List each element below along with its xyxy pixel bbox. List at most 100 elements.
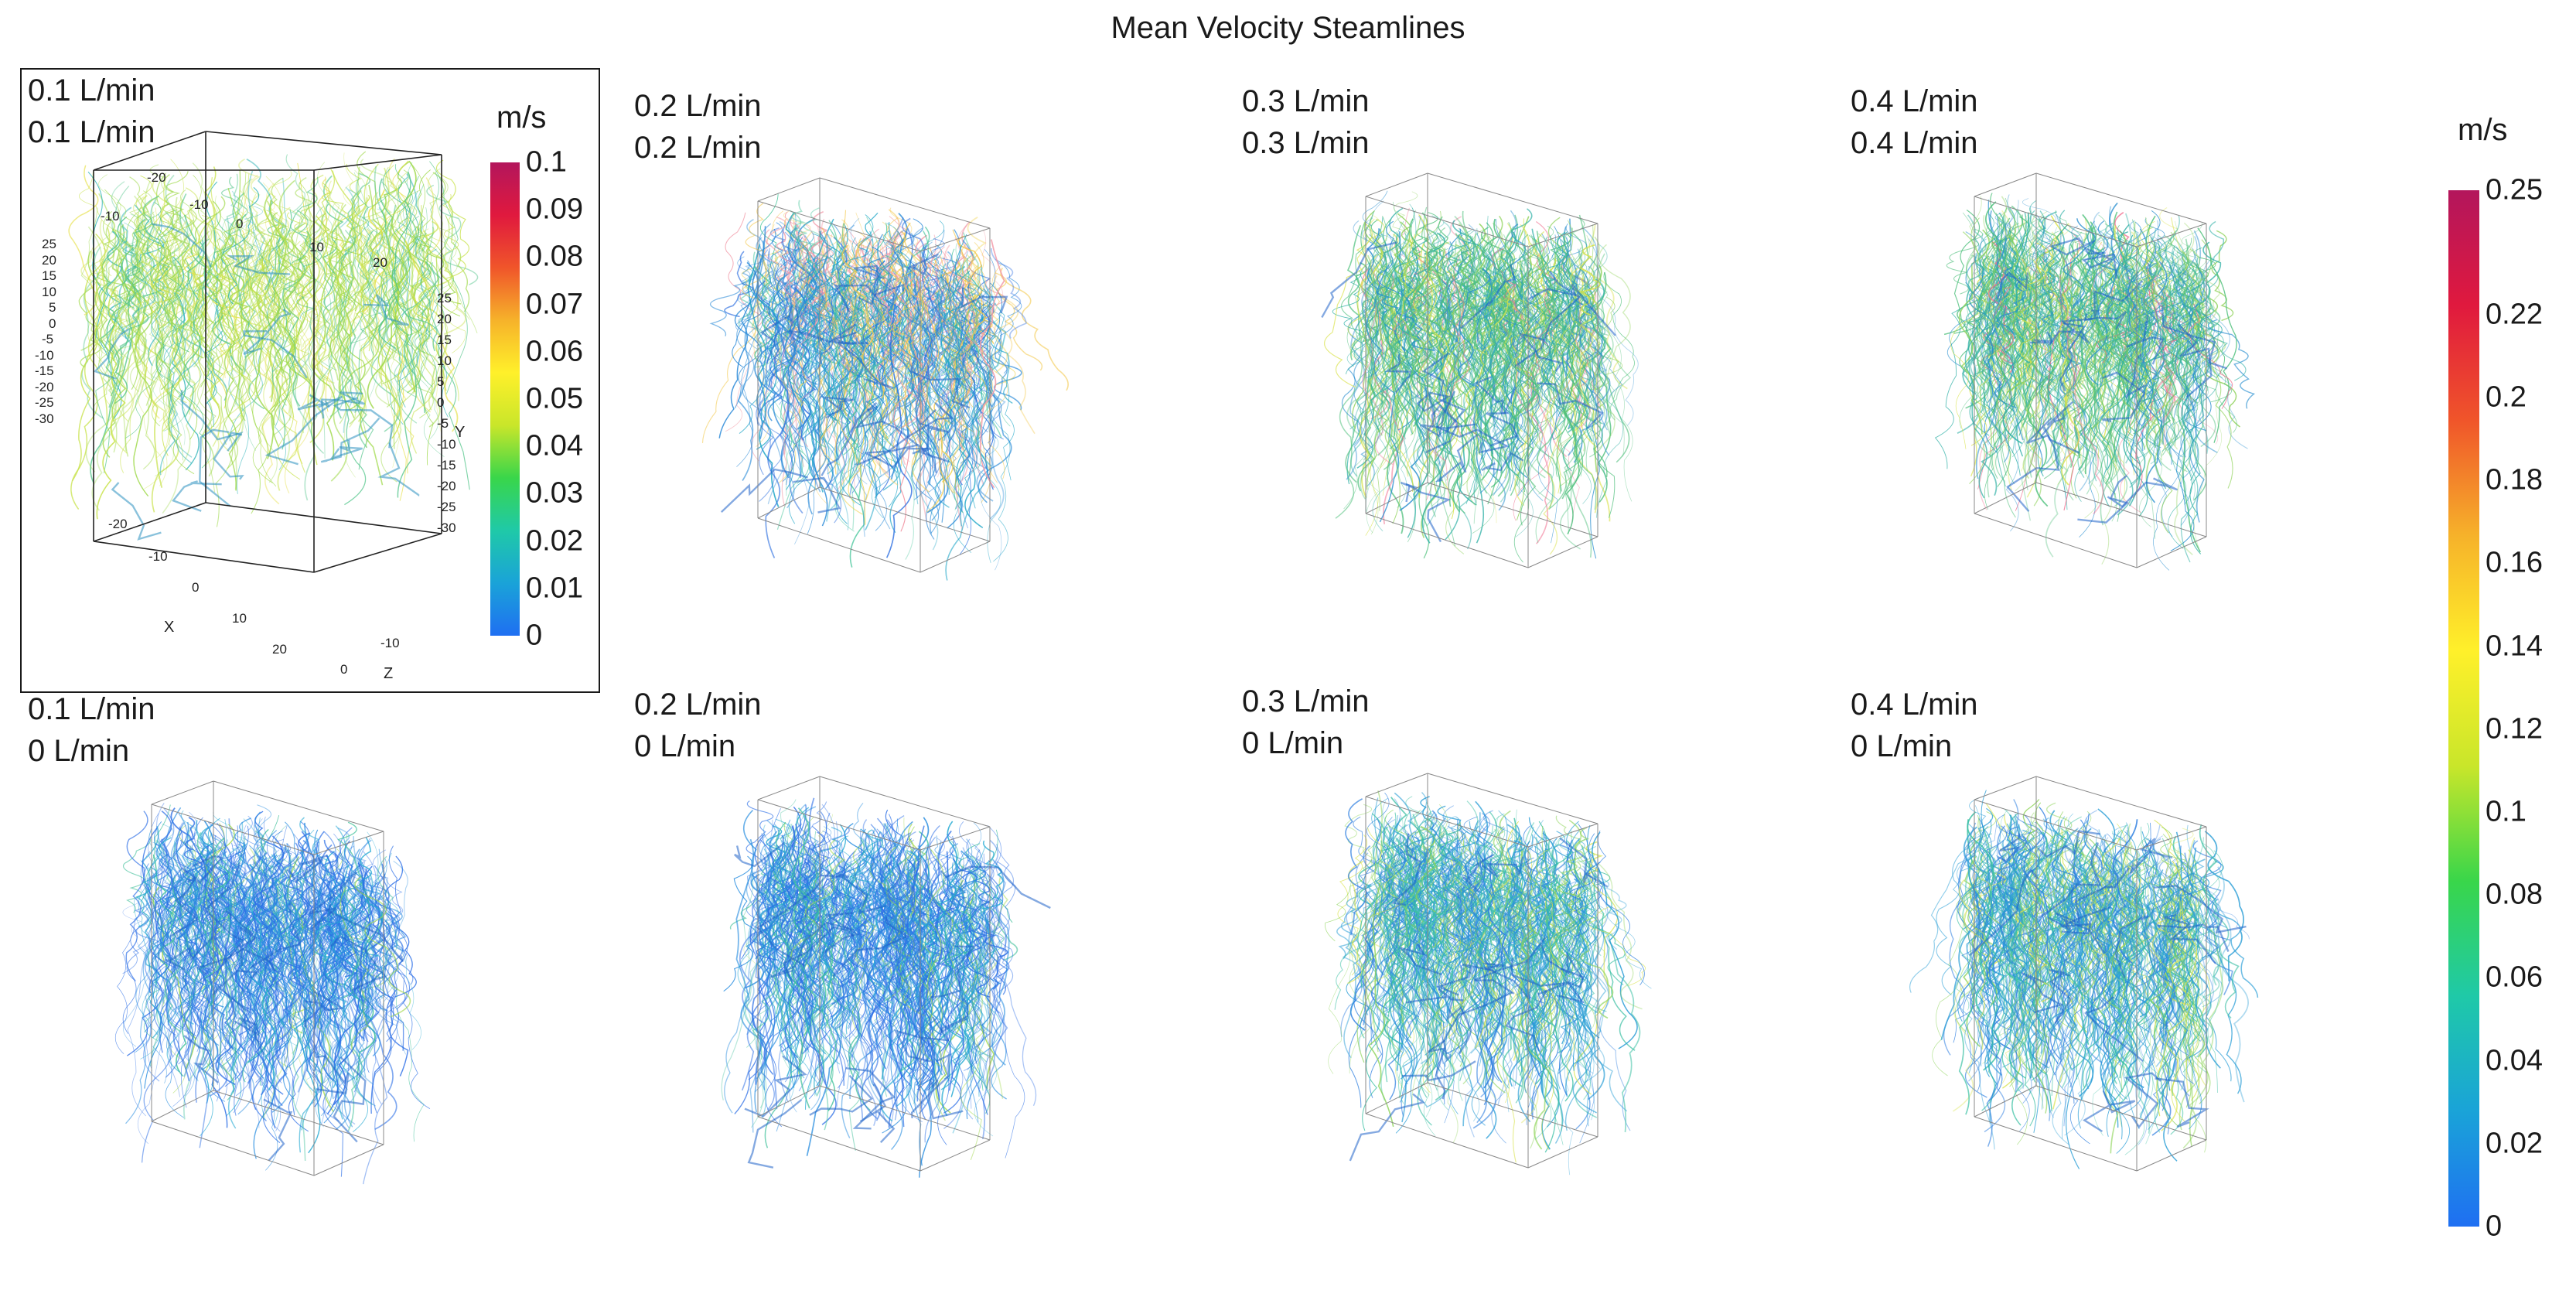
bounding-box-edge xyxy=(93,502,206,542)
streamline xyxy=(2194,297,2240,428)
streamline xyxy=(2141,289,2185,418)
streamline xyxy=(183,1035,219,1083)
streamline xyxy=(2207,319,2256,409)
streamline xyxy=(2071,882,2118,1070)
bounding-box-edge xyxy=(2035,1085,2207,1141)
streamline xyxy=(2010,255,2059,332)
streamline xyxy=(1504,234,1538,370)
streamline xyxy=(957,893,998,1137)
streamline xyxy=(762,275,793,446)
bounding-box-edge xyxy=(920,1139,991,1172)
streamline xyxy=(2175,831,2221,1069)
streamline xyxy=(261,829,311,1027)
streamline xyxy=(311,237,338,461)
liquid-flow-rate: 0 L/min xyxy=(1851,729,1953,763)
bounding-box-edge xyxy=(151,804,315,855)
streamline xyxy=(845,1067,896,1130)
streamline xyxy=(724,251,753,318)
streamline xyxy=(2008,845,2053,1075)
streamline xyxy=(875,448,950,469)
streamline xyxy=(2141,838,2173,922)
streamline xyxy=(1580,243,1608,410)
streamline xyxy=(2060,906,2111,935)
streamline xyxy=(180,855,224,885)
streamline xyxy=(337,821,364,927)
streamline xyxy=(963,889,989,1089)
streamline xyxy=(1446,845,1490,1014)
streamline xyxy=(1978,848,2013,924)
streamline xyxy=(991,858,1010,1066)
streamline xyxy=(2107,312,2132,424)
streamline xyxy=(1597,244,1631,449)
streamline xyxy=(335,208,360,425)
axis-tick-label: 10 xyxy=(437,353,452,368)
streamline xyxy=(771,287,828,527)
axis-tick-label: 20 xyxy=(437,312,452,326)
streamline xyxy=(1475,234,1513,483)
streamline xyxy=(272,865,288,938)
streamline xyxy=(2141,880,2181,1099)
streamline xyxy=(417,169,461,317)
streamline xyxy=(1366,251,1414,512)
streamline xyxy=(857,831,876,920)
streamline xyxy=(807,876,858,1039)
streamline xyxy=(2045,261,2073,374)
streamline xyxy=(1419,872,1465,1101)
streamline xyxy=(882,823,916,1031)
bounding-box-edge xyxy=(1365,1113,1529,1169)
streamline xyxy=(2104,909,2129,1137)
streamline xyxy=(2006,426,2060,512)
streamline xyxy=(1585,236,1601,374)
streamline xyxy=(162,171,189,238)
streamline xyxy=(210,257,238,405)
streamline xyxy=(802,233,835,317)
streamline xyxy=(329,189,362,372)
streamline xyxy=(87,227,111,426)
streamline xyxy=(2095,241,2158,462)
streamline xyxy=(808,275,856,360)
streamline xyxy=(1387,276,1429,538)
streamline xyxy=(735,838,767,1080)
streamline xyxy=(1531,228,1581,433)
streamline xyxy=(1491,247,1523,322)
streamline xyxy=(1998,809,2031,1063)
streamline xyxy=(723,855,758,992)
streamline xyxy=(80,228,127,351)
bounding-box-edge xyxy=(93,131,206,171)
streamline xyxy=(1574,903,1607,1012)
bounding-box-edge xyxy=(819,177,991,229)
streamline xyxy=(1381,272,1418,411)
streamline xyxy=(957,225,978,450)
streamline xyxy=(1968,244,2019,387)
streamline xyxy=(901,277,936,420)
streamline xyxy=(2042,214,2066,382)
streamline xyxy=(215,231,273,483)
liquid-flow-rate: 0 L/min xyxy=(1242,726,1344,760)
streamline xyxy=(765,271,795,509)
streamline xyxy=(1486,210,1520,456)
streamline xyxy=(874,290,899,530)
streamline xyxy=(1576,299,1606,380)
streamline xyxy=(829,843,862,1019)
streamline xyxy=(2039,401,2074,438)
streamline xyxy=(148,889,188,991)
streamline xyxy=(1378,293,1420,411)
streamline xyxy=(1588,258,1625,457)
streamline xyxy=(277,271,313,491)
streamline xyxy=(81,246,104,419)
bounding-box-edge xyxy=(2136,1139,2207,1172)
streamline xyxy=(258,243,302,487)
streamline xyxy=(262,209,303,465)
streamline xyxy=(125,863,155,1124)
streamline xyxy=(947,251,978,323)
streamline xyxy=(908,253,939,275)
streamline xyxy=(193,888,220,1077)
bounding-box-edge xyxy=(151,1090,214,1122)
streamline xyxy=(1513,841,1540,1089)
streamline xyxy=(896,838,916,1001)
streamline xyxy=(981,916,1008,1140)
axis-tick-label: 0 xyxy=(437,395,445,410)
streamline xyxy=(1511,218,1544,432)
streamline xyxy=(175,892,217,1032)
streamline xyxy=(2013,877,2048,1114)
